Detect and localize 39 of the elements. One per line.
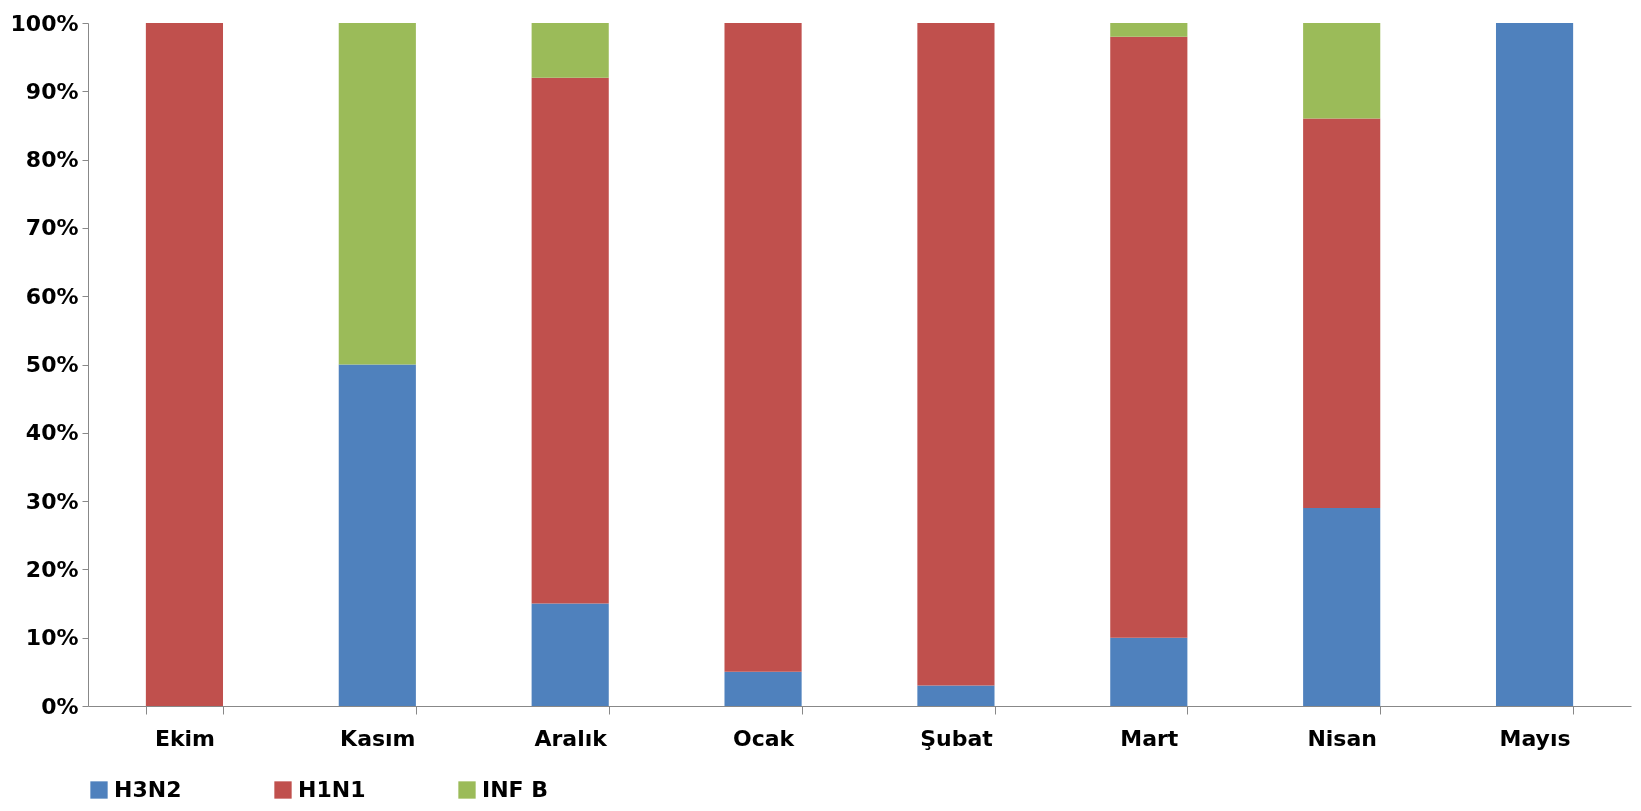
bar (1110, 36, 1188, 638)
x-tick-label: Kasım (340, 725, 416, 751)
bar (531, 77, 609, 604)
bar (1110, 637, 1188, 706)
x-tick-label: Nisan (1307, 725, 1377, 751)
x-tick-label: Mayıs (1499, 725, 1571, 751)
x-tick-label: Ocak (732, 725, 796, 751)
legend-label: H1N1 (298, 777, 366, 802)
bar (338, 23, 416, 365)
bar (917, 23, 995, 686)
y-tick-label: 80% (25, 147, 79, 173)
bar (1303, 507, 1381, 706)
bar (724, 671, 802, 706)
bar (1303, 23, 1381, 119)
y-tick-label: 20% (25, 556, 79, 582)
legend-label: H3N2 (114, 777, 182, 802)
x-tick-label: Aralık (534, 725, 609, 751)
bar (1110, 23, 1188, 37)
bar (531, 603, 609, 706)
y-tick-label: 40% (25, 420, 79, 446)
bar (531, 23, 609, 78)
y-tick-label: 70% (25, 215, 79, 241)
y-tick-label: 90% (25, 78, 79, 104)
legend-label: INF B (482, 777, 549, 802)
y-tick-label: 0% (41, 693, 79, 719)
y-tick-label: 100% (10, 10, 79, 36)
bar (1303, 118, 1381, 508)
x-tick-label: Mart (1120, 725, 1179, 751)
bar (145, 23, 224, 706)
bar (724, 23, 802, 672)
x-tick-label: Şubat (920, 725, 994, 751)
x-tick-label: Ekim (154, 725, 215, 751)
bar (1495, 23, 1574, 706)
y-tick-label: 30% (25, 488, 79, 514)
bar (917, 685, 995, 706)
bar (338, 364, 416, 706)
y-tick-label: 10% (25, 625, 79, 651)
y-tick-label: 50% (25, 352, 79, 377)
y-tick-label: 60% (25, 283, 79, 309)
